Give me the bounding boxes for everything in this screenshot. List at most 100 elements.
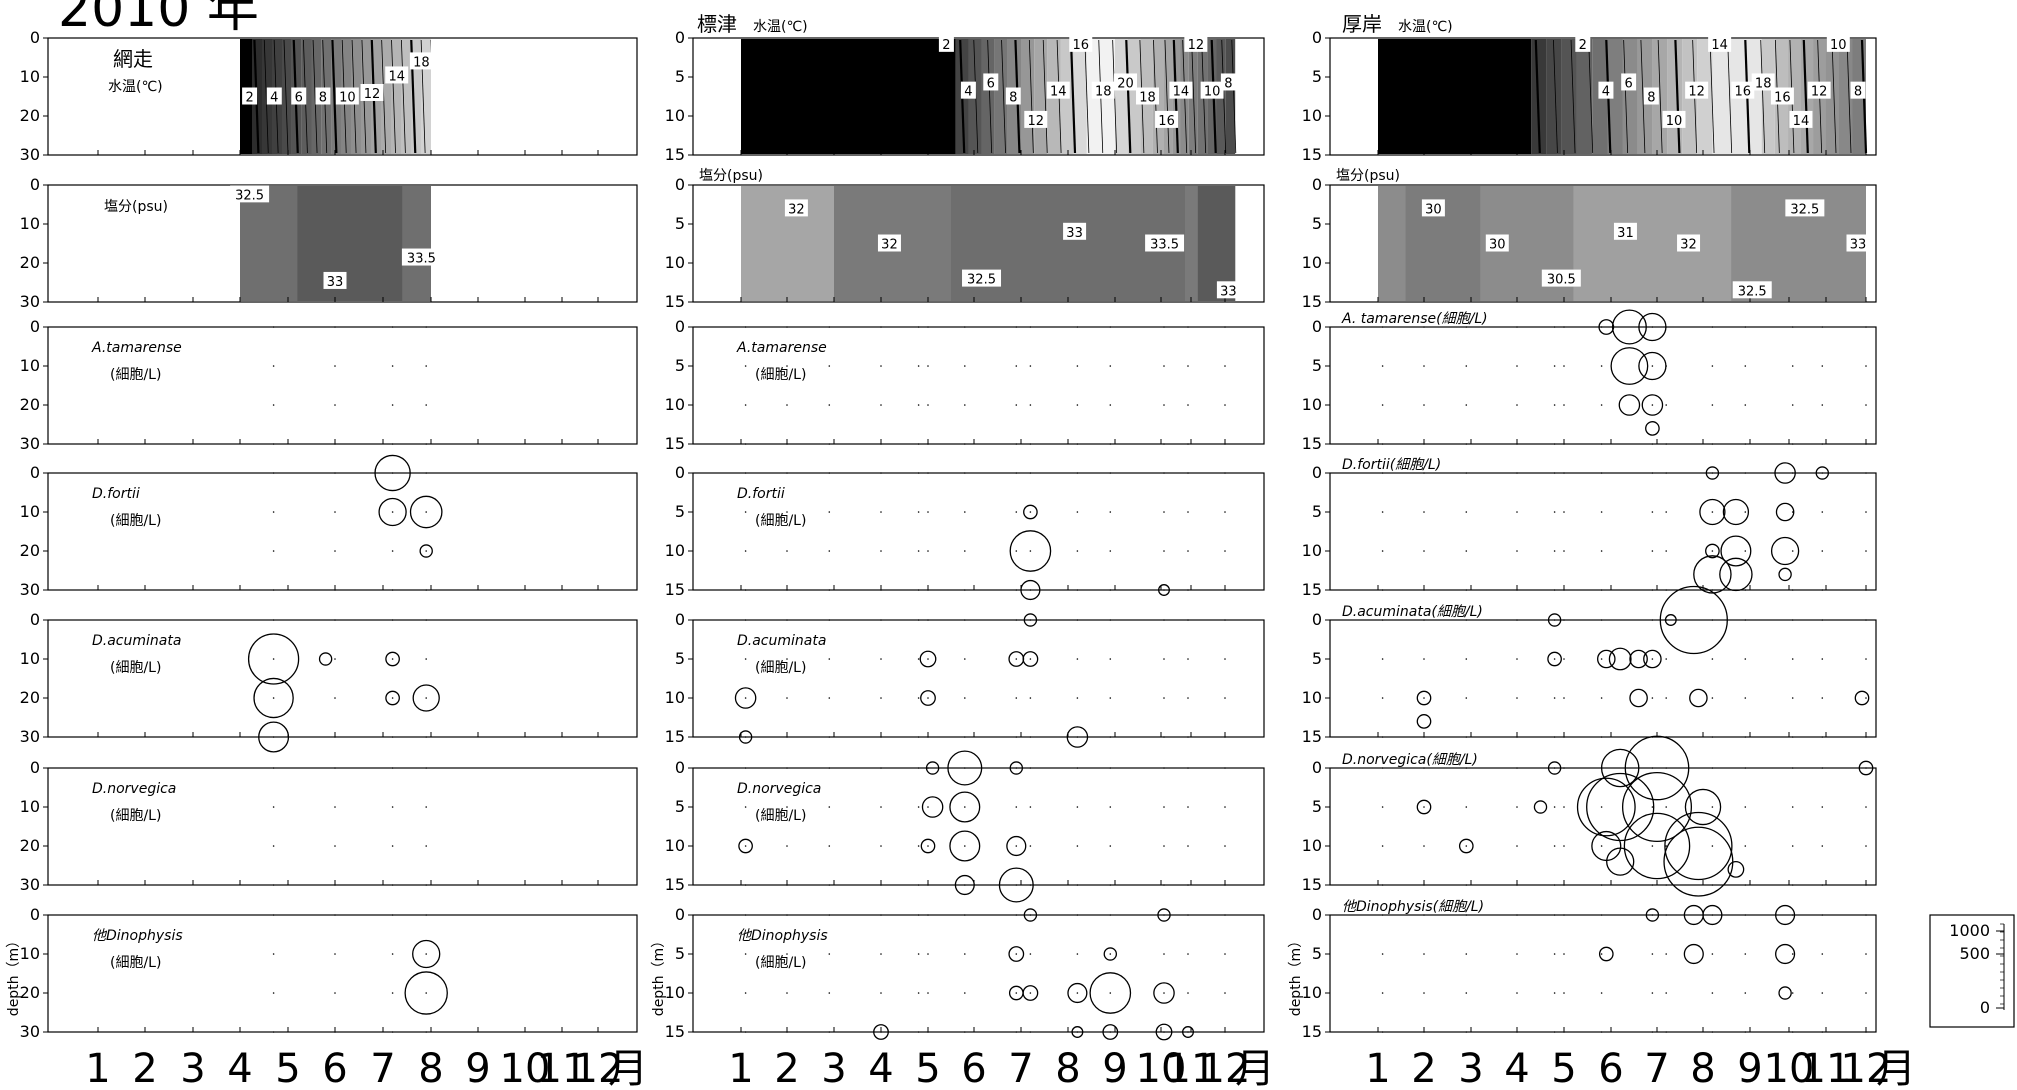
sample-dot	[1029, 619, 1032, 621]
abundance-bubble	[1006, 835, 1027, 857]
sample-dot	[1651, 806, 1654, 808]
shade-band	[1839, 39, 1853, 154]
sample-dot	[425, 658, 428, 660]
y-tick-label: 30	[20, 145, 40, 164]
month-suffix: 月	[1235, 1046, 1275, 1090]
sample-dot	[1563, 914, 1565, 916]
contour-line	[1657, 39, 1663, 154]
sample-dot	[880, 736, 882, 738]
sample-dot	[425, 365, 428, 367]
sample-dot	[828, 511, 831, 513]
sample-dot	[1651, 443, 1654, 445]
sample-dot	[1187, 914, 1189, 916]
sample-dot	[1563, 953, 1565, 955]
shade-band	[1127, 39, 1141, 154]
sample-dot	[272, 884, 275, 886]
contour-label-box	[230, 185, 270, 203]
month-label: 3	[1458, 1046, 1483, 1090]
sample-dot	[880, 953, 882, 955]
sample-dot	[1516, 550, 1518, 552]
contour-label-box	[1613, 222, 1637, 240]
abundance-bubble	[1702, 904, 1723, 926]
sample-dot	[828, 365, 831, 367]
sample-dot	[786, 914, 788, 916]
contour-label-box	[1751, 73, 1775, 91]
panel-frame	[47, 619, 638, 738]
abundance-bubble	[1009, 530, 1052, 572]
contour-label: 8	[1647, 91, 1655, 106]
sample-dot	[1821, 443, 1824, 445]
abundance-bubble	[1606, 847, 1635, 876]
sample-dot	[964, 953, 966, 955]
y-tick-label: 0	[1312, 317, 1322, 336]
sample-dot	[1553, 443, 1556, 445]
sample-dot	[1076, 404, 1079, 406]
sample-dot	[1711, 658, 1714, 660]
y-tick-label: 30	[20, 580, 40, 599]
contour-line	[1623, 39, 1629, 154]
sample-dot	[744, 914, 747, 916]
sample-dot	[880, 697, 882, 699]
sample-dot	[1465, 767, 1468, 769]
sample-dot	[1423, 326, 1425, 328]
sample-dot	[1015, 472, 1018, 474]
contour-label-box	[1046, 81, 1070, 99]
sample-dot	[1015, 550, 1018, 552]
y-tick-label: 0	[1312, 758, 1322, 777]
sample-dot	[927, 845, 929, 847]
month-label: 1	[1365, 1046, 1390, 1090]
sample-dot	[1711, 550, 1714, 552]
species-label: D.acuminata(細胞/L)	[1342, 604, 1483, 620]
y-tick-label: 20	[20, 688, 40, 707]
contour-label-box	[1677, 234, 1701, 252]
abundance-bubble	[385, 651, 400, 667]
y-tick-label: 5	[675, 214, 685, 233]
species-name: D.acuminata	[737, 633, 826, 649]
sample-dot	[1665, 443, 1667, 445]
month-label: 1	[85, 1046, 110, 1090]
sample-dot	[1381, 992, 1384, 994]
sample-dot	[1163, 589, 1165, 591]
month-label: 7	[370, 1046, 395, 1090]
panel-frame	[1329, 914, 1877, 1033]
abundance-bubble	[1618, 394, 1641, 416]
sample-dot	[1563, 443, 1565, 445]
sample-dot	[1224, 472, 1226, 474]
month-label: 12	[1841, 1046, 1892, 1090]
sample-dot	[744, 619, 747, 621]
sample-dot	[1711, 472, 1714, 474]
y-tick-label: 10	[20, 214, 40, 233]
sample-dot	[1187, 589, 1189, 591]
sample-dot	[272, 589, 275, 591]
abundance-bubble	[258, 721, 290, 753]
month-label: 10	[1764, 1046, 1815, 1090]
sample-dot	[1563, 511, 1565, 513]
contour-label: 10	[1666, 114, 1683, 129]
y-tick-label: 0	[675, 28, 685, 47]
sample-dot	[1516, 884, 1518, 886]
sample-dot	[1516, 404, 1518, 406]
sample-dot	[1516, 658, 1518, 660]
sample-dot	[1563, 550, 1565, 552]
y-tick-label: 10	[1302, 395, 1322, 414]
sample-dot	[1651, 697, 1654, 699]
contour-label: 18	[1139, 91, 1156, 106]
sample-dot	[1015, 767, 1018, 769]
contour-label-box	[1770, 87, 1794, 105]
contour-label: 14	[1050, 85, 1067, 100]
month-label: 6	[961, 1046, 986, 1090]
sample-dot	[927, 914, 929, 916]
sample-dot	[1187, 619, 1189, 621]
sample-dot	[1516, 619, 1518, 621]
shade-shibetsu-temp	[741, 39, 1236, 154]
depth-axis-label: depth（m）	[651, 934, 667, 1016]
y-tick-label: 5	[675, 356, 685, 375]
sample-dot	[1109, 697, 1112, 699]
abundance-bubble	[998, 867, 1034, 903]
contour-label: 16	[1774, 91, 1791, 106]
sample-dot	[1744, 658, 1747, 660]
sample-dot	[1711, 365, 1714, 367]
sample-dot	[1423, 845, 1425, 847]
sample-dot	[1600, 914, 1603, 916]
month-label: 9	[1102, 1046, 1127, 1090]
